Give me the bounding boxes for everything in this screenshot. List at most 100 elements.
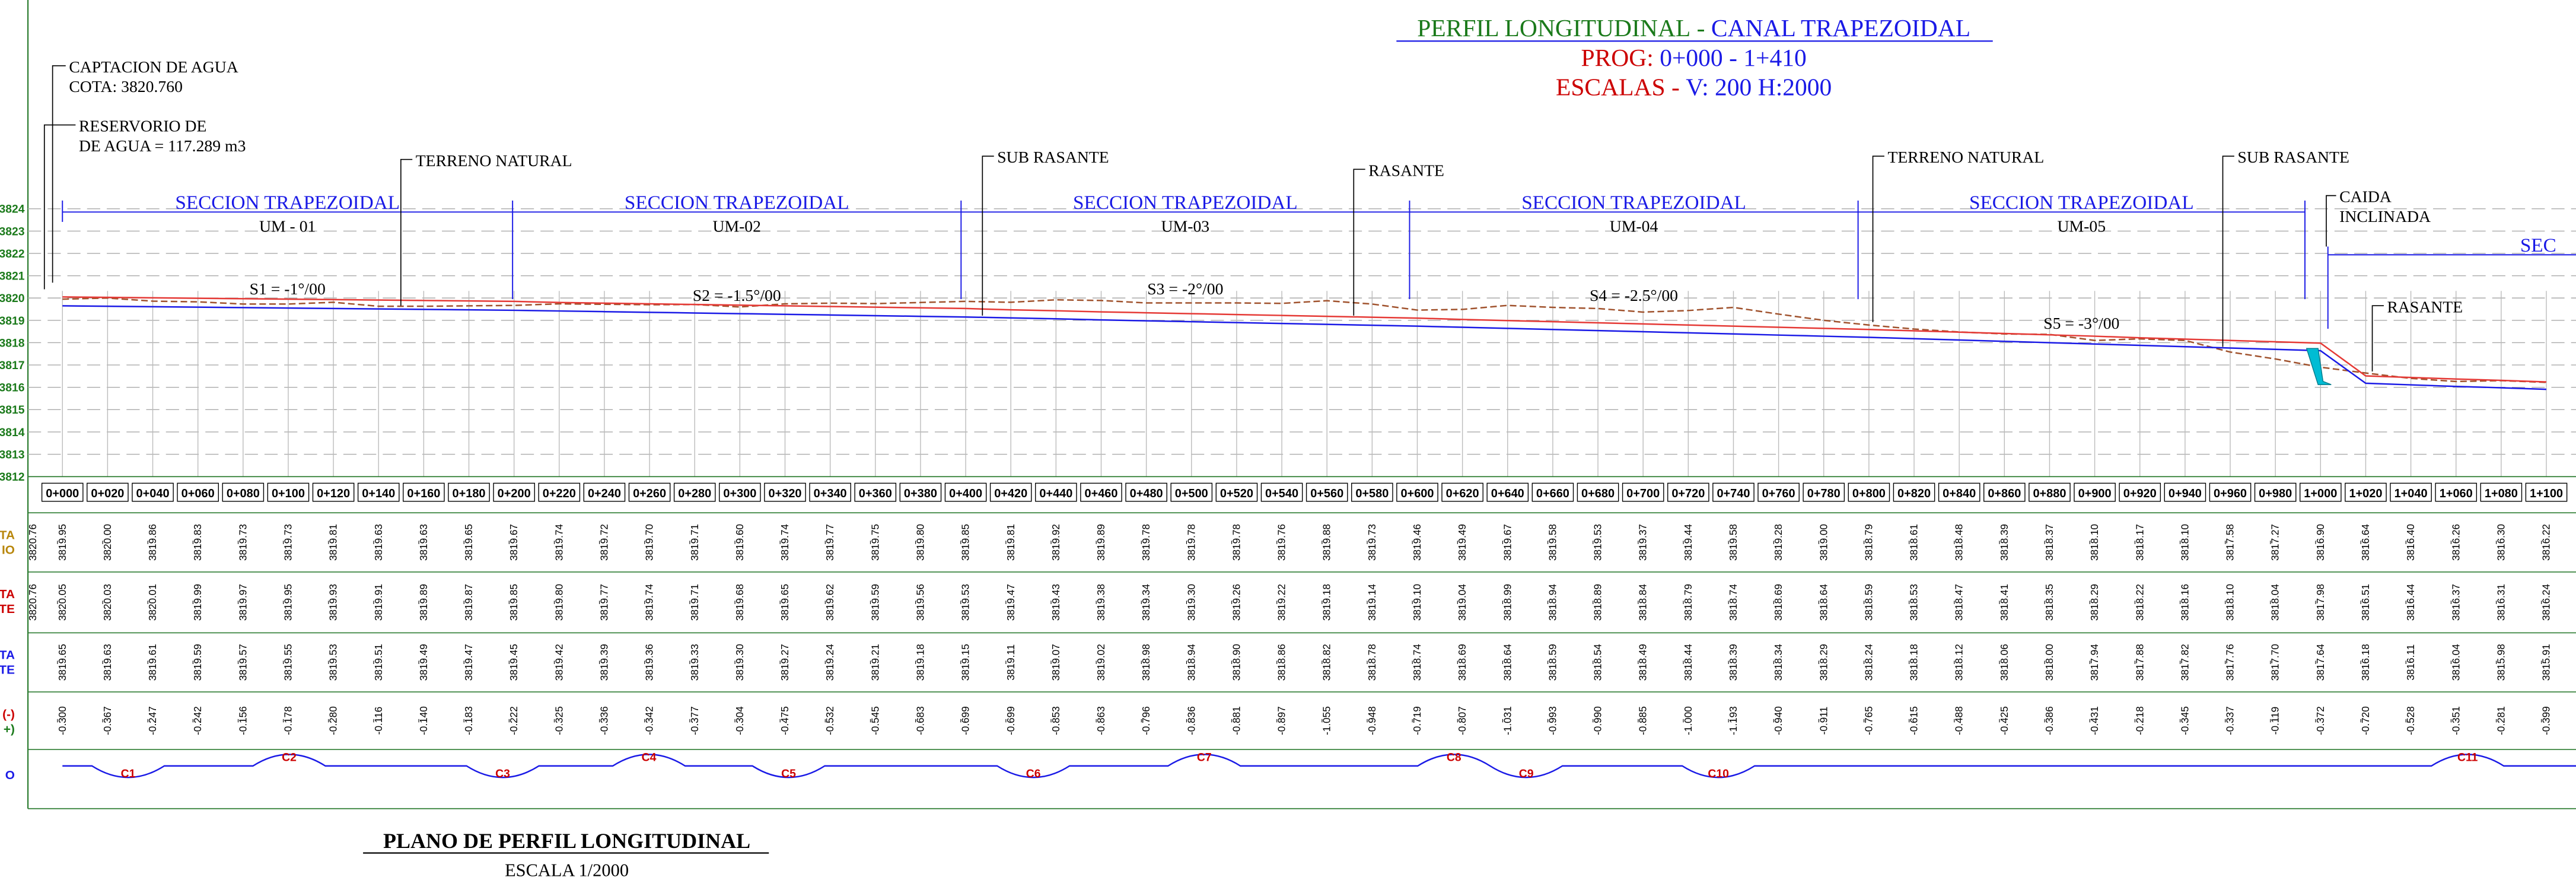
station-label: 0+300 (723, 487, 756, 500)
table-value: 3820.03 (101, 584, 113, 621)
table-value: 3819.44 (1682, 524, 1694, 561)
table-value: 3818.17 (2134, 524, 2145, 561)
table-value: 3819.00 (1817, 524, 1829, 561)
station-box (1486, 482, 1529, 502)
table-value: 3819.80 (553, 584, 565, 621)
station-label: 0+740 (1717, 487, 1750, 500)
curve-label: C2 (282, 751, 297, 764)
station-label: 0+320 (769, 487, 802, 500)
station-label: 0+540 (1265, 487, 1298, 500)
table-value: 3818.12 (1953, 644, 1965, 681)
slope: S2 = -1.5°/00 (693, 286, 781, 304)
table-value: 3818.84 (1637, 584, 1649, 621)
table-value: 3819.81 (327, 524, 339, 561)
station-box (1712, 482, 1755, 502)
station-box (2119, 482, 2161, 502)
table-value: 3816.51 (2360, 584, 2371, 621)
elevation-label: 3821 (0, 270, 25, 283)
annotation: TERRENO NATURAL (1887, 148, 2044, 166)
section-name: SECCION TRAPEZOIDAL (625, 192, 849, 214)
station-label: 1+060 (2440, 487, 2473, 500)
station-box (41, 482, 84, 502)
station-box (1622, 482, 1664, 502)
table-value: -1.031 (1501, 706, 1513, 735)
station-box (2390, 482, 2432, 502)
station-label: 0+840 (1943, 487, 1976, 500)
table-value: -0.300 (56, 706, 68, 735)
station-box (448, 482, 490, 502)
drop-structure (2306, 348, 2332, 385)
table-value: -0.336 (598, 706, 610, 735)
station-label: 0+820 (1897, 487, 1931, 500)
table-value: -0.881 (1230, 706, 1242, 735)
footer-scale: ESCALA 1/2000 (505, 860, 629, 880)
table-value: 3819.60 (734, 524, 746, 561)
elevation-label: 3817 (0, 359, 25, 372)
station-label: 0+040 (136, 487, 170, 500)
station-box (854, 482, 897, 502)
station-label: 1+020 (2349, 487, 2382, 500)
table-value: 3818.79 (1862, 524, 1874, 561)
table-value: 3817.98 (2314, 584, 2326, 621)
scales: ESCALAS - V: 200 H:2000 (1556, 74, 1832, 101)
table-value: -0.940 (1772, 706, 1784, 735)
table-value: 3819.36 (644, 644, 655, 681)
title: PERFIL LONGITUDINAL - CANAL TRAPEZOIDAL (1417, 14, 1970, 42)
annotation: RASANTE (1368, 161, 1444, 179)
table-value: 3819.30 (734, 644, 746, 681)
elevation-label: 3816 (0, 382, 25, 395)
table-value: 3819.37 (1637, 524, 1649, 561)
section-code: UM-03 (1161, 217, 1210, 236)
leader (2222, 155, 2234, 347)
station-label: 0+260 (633, 487, 666, 500)
section-name: SECCION TRAPEZOIDAL (175, 192, 400, 214)
station-box (1983, 482, 2026, 502)
table-value: -0.863 (1095, 706, 1107, 735)
station-box (267, 482, 310, 502)
table-value: 3818.74 (1411, 644, 1423, 681)
table-value: 3818.82 (1321, 644, 1333, 681)
station-box (1035, 482, 1077, 502)
table-value: 3820.01 (147, 584, 158, 621)
table-value: 3819.43 (1050, 584, 1062, 621)
prog: PROG: 0+000 - 1+410 (1581, 44, 1806, 71)
table-value: 3819.89 (1095, 524, 1107, 561)
table-value: 3819.93 (327, 584, 339, 621)
table-value: -0.119 (2269, 707, 2281, 735)
table-value: 3819.26 (1230, 584, 1242, 621)
table-value: 3818.99 (1501, 584, 1513, 621)
station-label: 0+700 (1626, 487, 1660, 500)
table-value: 3819.95 (282, 584, 294, 621)
table-value: -0.222 (508, 706, 520, 735)
elevation-label: 3812 (0, 471, 25, 484)
elevation-label: 3814 (0, 426, 25, 439)
table-value: 3819.77 (598, 584, 610, 621)
station-box (764, 482, 806, 502)
table-value: 3819.55 (282, 644, 294, 681)
table-value: 3819.78 (1185, 524, 1197, 561)
station-box (1125, 482, 1167, 502)
station-label: 0+640 (1491, 487, 1524, 500)
table-value: 3819.63 (418, 524, 429, 561)
annotation: DE AGUA = 117.289 m3 (79, 136, 246, 155)
table-value: 3820.76 (27, 584, 39, 621)
table-value: 3819.74 (779, 524, 791, 561)
elevation-label: 3819 (0, 314, 25, 328)
table-value: 3819.45 (508, 644, 520, 681)
table-value: 3818.41 (1998, 584, 2010, 621)
row-label: TA (0, 649, 15, 662)
table-value: 3818.29 (2088, 584, 2100, 621)
table-value: 3817.76 (2224, 644, 2236, 681)
section-name: SECCION TRAPEZOIDAL (1073, 192, 1298, 214)
section-code: UM-05 (2058, 217, 2106, 236)
annotation: INCLINADA (2339, 207, 2431, 225)
annotation: CAIDA (2339, 188, 2392, 206)
table-value: -0.281 (2495, 706, 2507, 735)
table-value: 3818.64 (1501, 644, 1513, 681)
table-value: 3819.56 (914, 584, 926, 621)
table-value: 3818.69 (1772, 584, 1784, 621)
station-box (673, 482, 716, 502)
station-label: 0+360 (859, 487, 892, 500)
station-box (2074, 482, 2116, 502)
